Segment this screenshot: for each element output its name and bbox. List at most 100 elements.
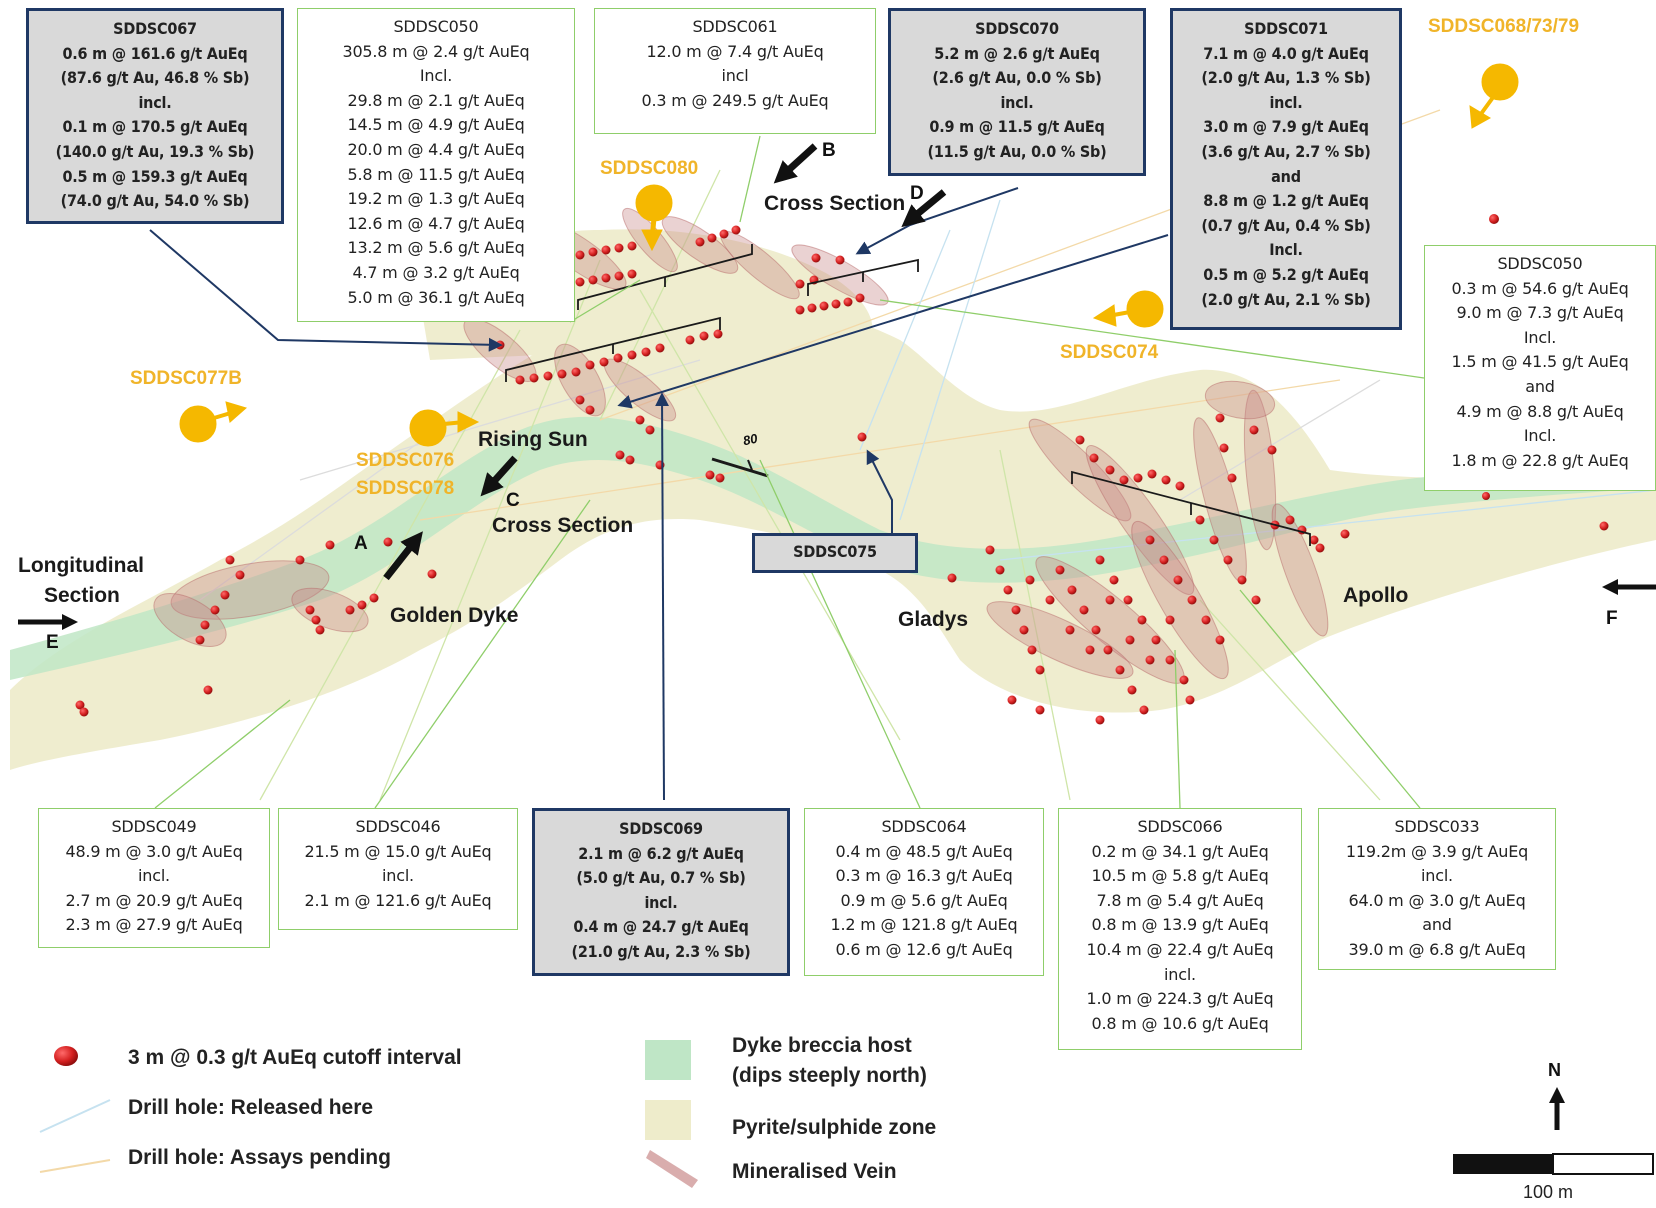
intercept-line: and [1525, 376, 1555, 396]
intercept-line: 0.8 m @ 10.6 g/t AuEq [1091, 1013, 1269, 1033]
hole-id: SDDSC061 [692, 17, 778, 36]
intercept-line: incl. [1000, 92, 1034, 112]
section-label: Section [44, 584, 120, 607]
intercept-line: Incl. [1523, 426, 1557, 446]
hole-id: SDDSC069 [619, 819, 703, 838]
intercept-brackets [505, 244, 1311, 546]
pending-hole-sddsc076: SDDSC076 [356, 450, 455, 471]
intercept-line: 39.0 m @ 6.8 g/t AuEq [1348, 939, 1526, 959]
result-box-sddsc064: SDDSC064 0.4 m @ 48.5 g/t AuEq 0.3 m @ 1… [804, 808, 1044, 976]
intercept-line: 2.1 m @ 6.2 g/t AuEq [578, 843, 744, 863]
gladys-label: Gladys [898, 608, 969, 631]
intercept-line: 0.6 m @ 12.6 g/t AuEq [835, 939, 1013, 959]
intercept-line: 5.2 m @ 2.6 g/t AuEq [934, 43, 1100, 63]
intercept-line: 119.2m @ 3.9 g/t AuEq [1345, 841, 1529, 861]
intercept-line: (21.0 g/t Au, 2.3 % Sb) [571, 941, 751, 961]
result-box-sddsc061: SDDSC061 12.0 m @ 7.4 g/t AuEq incl 0.3 … [594, 8, 876, 134]
intercept-line: (140.0 g/t Au, 19.3 % Sb) [55, 141, 255, 161]
golden-dyke-label: Golden Dyke [390, 604, 519, 627]
intercept-line: 0.4 m @ 24.7 g/t AuEq [573, 917, 749, 937]
intercept-line: 20.0 m @ 4.4 g/t AuEq [347, 139, 525, 159]
intercept-line: and [1422, 915, 1452, 935]
hole-id: SDDSC071 [1244, 19, 1328, 38]
intercept-line: 5.0 m @ 36.1 g/t AuEq [347, 287, 525, 307]
intercept-line: 0.2 m @ 34.1 g/t AuEq [1091, 841, 1269, 861]
scale-bar [1453, 1153, 1654, 1175]
intercept-line: 0.4 m @ 48.5 g/t AuEq [835, 841, 1013, 861]
intercept-line: 13.2 m @ 5.6 g/t AuEq [347, 238, 525, 258]
intercept-line: (2.0 g/t Au, 1.3 % Sb) [1201, 68, 1371, 88]
intercept-line: 2.7 m @ 20.9 g/t AuEq [65, 890, 243, 910]
hole-id: SDDSC049 [111, 817, 197, 836]
result-box-sddsc075: SDDSC075 [752, 533, 918, 573]
intercept-line: 2.3 m @ 27.9 g/t AuEq [65, 915, 243, 935]
intercept-line: (74.0 g/t Au, 54.0 % Sb) [60, 191, 250, 211]
intercept-line: (2.6 g/t Au, 0.0 % Sb) [932, 68, 1102, 88]
pending-hole-sddsc078: SDDSC078 [356, 478, 455, 499]
intercept-line: 0.9 m @ 5.6 g/t AuEq [840, 890, 1008, 910]
section-letter-e: E [46, 632, 59, 653]
hole-id: SDDSC075 [793, 542, 877, 561]
intercept-line: 29.8 m @ 2.1 g/t AuEq [347, 90, 525, 110]
hole-id: SDDSC066 [1137, 817, 1223, 836]
section-letter-a: A [354, 533, 368, 554]
section-letter-b: B [822, 140, 836, 161]
intercept-line: 8.8 m @ 1.2 g/t AuEq [1203, 191, 1369, 211]
intercept-line: 14.5 m @ 4.9 g/t AuEq [347, 115, 525, 135]
hole-id: SDDSC050 [1497, 254, 1583, 273]
result-box-sddsc046: SDDSC046 21.5 m @ 15.0 g/t AuEq incl. 2.… [278, 808, 518, 930]
apollo-label: Apollo [1343, 584, 1409, 607]
result-box-sddsc050-top: SDDSC050 305.8 m @ 2.4 g/t AuEq Incl. 29… [297, 8, 575, 322]
section-arrows [18, 143, 1656, 1130]
intercept-line: (3.6 g/t Au, 2.7 % Sb) [1201, 141, 1371, 161]
intercept-line: 21.5 m @ 15.0 g/t AuEq [304, 841, 492, 861]
section-letter-c: C [506, 490, 520, 511]
intercept-line: incl [721, 66, 749, 86]
legend-vein: Mineralised Vein [732, 1160, 897, 1183]
intercept-line: 7.8 m @ 5.4 g/t AuEq [1096, 890, 1264, 910]
intercept-line: incl. [644, 892, 678, 912]
dyke-breccia-host [10, 416, 1656, 680]
dip-label: 80 [741, 430, 759, 449]
intercept-line: 0.9 m @ 11.5 g/t AuEq [929, 117, 1105, 137]
result-box-sddsc033: SDDSC033 119.2m @ 3.9 g/t AuEq incl. 64.… [1318, 808, 1556, 970]
cross-section-c-label: Cross Section [492, 514, 634, 537]
intercept-line: (2.0 g/t Au, 2.1 % Sb) [1201, 289, 1371, 309]
intercept-line: 0.6 m @ 161.6 g/t AuEq [62, 43, 248, 63]
intercept-line: 12.0 m @ 7.4 g/t AuEq [646, 41, 824, 61]
intercept-line: incl. [1164, 964, 1196, 984]
intercept-line: 5.8 m @ 11.5 g/t AuEq [347, 164, 525, 184]
intercept-line: Incl. [419, 66, 453, 86]
intercept-line: (0.7 g/t Au, 0.4 % Sb) [1201, 215, 1371, 235]
intercept-line: (5.0 g/t Au, 0.7 % Sb) [576, 868, 746, 888]
intercept-line: incl. [138, 866, 170, 886]
intercept-line: incl. [1269, 92, 1303, 112]
intercept-line: 19.2 m @ 1.3 g/t AuEq [347, 189, 525, 209]
result-box-sddsc066: SDDSC066 0.2 m @ 34.1 g/t AuEq 10.5 m @ … [1058, 808, 1302, 1050]
new-result-leaders [149, 187, 1169, 801]
legend-pending: Drill hole: Assays pending [128, 1146, 391, 1169]
intercept-intervals [75, 214, 1609, 834]
intercept-line: 0.5 m @ 159.3 g/t AuEq [62, 166, 248, 186]
intercept-line: 0.3 m @ 16.3 g/t AuEq [835, 866, 1013, 886]
intercept-line: incl. [138, 92, 172, 112]
intercept-line: 0.3 m @ 54.6 g/t AuEq [1451, 278, 1629, 298]
hole-id: SDDSC070 [975, 19, 1059, 38]
intercept-line: 0.8 m @ 13.9 g/t AuEq [1091, 915, 1269, 935]
intercept-line: 2.1 m @ 121.6 g/t AuEq [304, 890, 492, 910]
result-box-sddsc067: SDDSC067 0.6 m @ 161.6 g/t AuEq (87.6 g/… [26, 8, 284, 224]
hole-id: SDDSC033 [1394, 817, 1480, 836]
intercept-line: incl. [1421, 866, 1453, 886]
pending-collars [179, 63, 1519, 447]
intercept-line: 9.0 m @ 7.3 g/t AuEq [1456, 303, 1624, 323]
intercept-line: 7.1 m @ 4.0 g/t AuEq [1203, 43, 1369, 63]
intercept-line: 64.0 m @ 3.0 g/t AuEq [1348, 890, 1526, 910]
longitudinal-label: Longitudinal [18, 554, 144, 577]
intercept-line: 4.7 m @ 3.2 g/t AuEq [352, 262, 520, 282]
section-letter-f: F [1606, 608, 1618, 629]
intercept-line: 48.9 m @ 3.0 g/t AuEq [65, 841, 243, 861]
legend-dyke-note: (dips steeply north) [732, 1064, 927, 1087]
result-box-sddsc049: SDDSC049 48.9 m @ 3.0 g/t AuEq incl. 2.7… [38, 808, 270, 948]
intercept-line: (87.6 g/t Au, 46.8 % Sb) [60, 68, 250, 88]
legend-dyke: Dyke breccia host [732, 1034, 912, 1057]
